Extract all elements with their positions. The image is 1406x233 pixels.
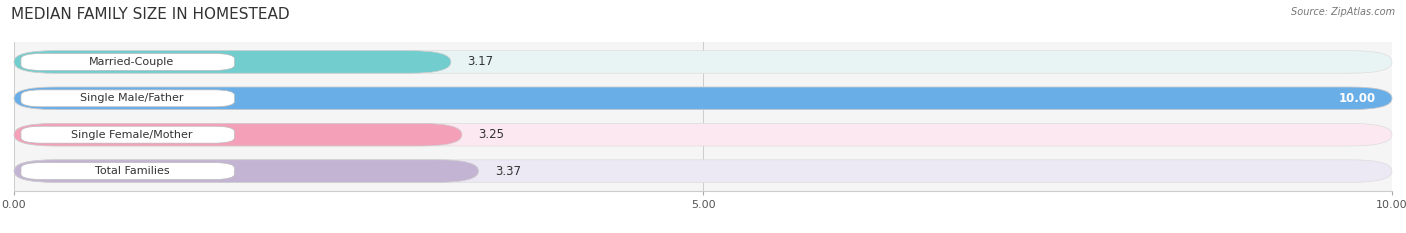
FancyBboxPatch shape: [14, 123, 463, 146]
Text: 3.37: 3.37: [495, 164, 522, 178]
FancyBboxPatch shape: [14, 123, 1392, 146]
FancyBboxPatch shape: [21, 163, 235, 179]
FancyBboxPatch shape: [14, 87, 1392, 110]
Text: 10.00: 10.00: [1339, 92, 1375, 105]
Text: Total Families: Total Families: [94, 166, 169, 176]
FancyBboxPatch shape: [14, 51, 1392, 73]
Text: Single Female/Mother: Single Female/Mother: [72, 130, 193, 140]
FancyBboxPatch shape: [21, 90, 235, 107]
Text: 3.25: 3.25: [478, 128, 505, 141]
FancyBboxPatch shape: [21, 54, 235, 70]
FancyBboxPatch shape: [14, 160, 478, 182]
Text: Source: ZipAtlas.com: Source: ZipAtlas.com: [1291, 7, 1395, 17]
Text: Single Male/Father: Single Male/Father: [80, 93, 184, 103]
Text: Married-Couple: Married-Couple: [89, 57, 174, 67]
FancyBboxPatch shape: [14, 87, 1392, 110]
FancyBboxPatch shape: [21, 126, 235, 143]
Text: MEDIAN FAMILY SIZE IN HOMESTEAD: MEDIAN FAMILY SIZE IN HOMESTEAD: [11, 7, 290, 22]
FancyBboxPatch shape: [14, 160, 1392, 182]
FancyBboxPatch shape: [14, 51, 451, 73]
Text: 3.17: 3.17: [467, 55, 494, 69]
